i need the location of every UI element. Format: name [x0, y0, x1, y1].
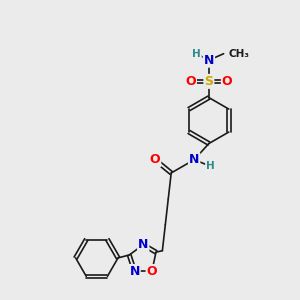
- Text: O: O: [147, 265, 157, 278]
- Text: H: H: [206, 161, 215, 171]
- Text: N: N: [138, 238, 148, 251]
- Text: N: N: [189, 153, 200, 166]
- Text: N: N: [129, 265, 140, 278]
- Text: S: S: [204, 75, 213, 88]
- Text: O: O: [150, 153, 160, 166]
- Text: O: O: [222, 75, 232, 88]
- Text: H: H: [192, 49, 201, 59]
- Text: CH₃: CH₃: [229, 49, 250, 59]
- Text: O: O: [185, 75, 196, 88]
- Text: N: N: [204, 54, 214, 67]
